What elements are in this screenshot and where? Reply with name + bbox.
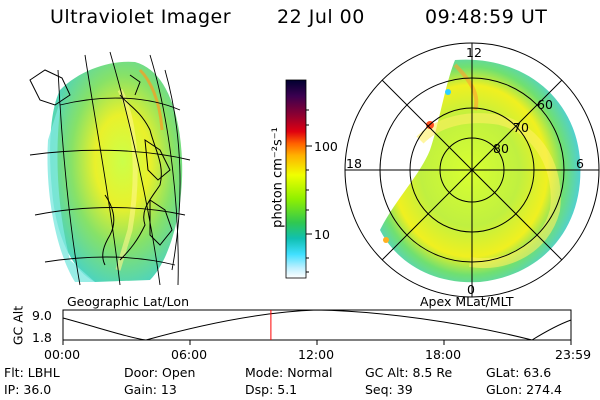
timeline-ylabel: GC Alt <box>10 305 26 346</box>
info-seq: Seq: 39 <box>365 382 413 397</box>
timeline-ytop: 9.0 <box>32 308 52 323</box>
info-gain: Gain: 13 <box>124 382 177 397</box>
mlat-label-80: 80 <box>493 141 509 156</box>
mlt-label-top: 12 <box>466 45 482 60</box>
geo-panel-label: Geographic Lat/Lon <box>67 294 189 309</box>
colorbar-tick-100: 100 <box>314 139 338 154</box>
info-glon: GLon: 274.4 <box>486 382 562 397</box>
mlt-label-left: 18 <box>346 156 362 171</box>
timeline-xtick-2: 12:00 <box>298 347 335 362</box>
mlt-label-right: 6 <box>576 156 584 171</box>
app-title: Ultraviolet Imager <box>50 6 232 28</box>
polar-image-panel <box>344 42 600 298</box>
altitude-timeline <box>62 309 572 345</box>
info-door: Door: Open <box>124 365 196 380</box>
info-mode: Mode: Normal <box>245 365 333 380</box>
mlt-label-bottom: 0 <box>467 282 475 297</box>
timeline-xtick-3: 18:00 <box>425 347 462 362</box>
info-gc-alt: GC Alt: 8.5 Re <box>365 365 453 380</box>
timeline-ybottom: 1.8 <box>32 330 52 345</box>
geo-image-panel <box>29 51 191 286</box>
timeline-xtick-1: 06:00 <box>171 347 208 362</box>
timeline-xtick-0: 00:00 <box>44 347 81 362</box>
colorbar-tick-10: 10 <box>314 227 330 242</box>
polar-panel-label: Apex MLat/MLT <box>420 294 514 309</box>
colorbar <box>285 79 312 279</box>
info-dsp: Dsp: 5.1 <box>245 382 298 397</box>
timeline-xtick-4: 23:59 <box>555 347 592 362</box>
date-label: 22 Jul 00 <box>277 6 365 28</box>
mlat-label-70: 70 <box>513 120 529 135</box>
mlat-label-60: 60 <box>537 97 553 112</box>
time-label: 09:48:59 UT <box>425 6 548 28</box>
info-glat: GLat: 63.6 <box>486 365 552 380</box>
info-filter: Flt: LBHL <box>4 365 60 380</box>
info-ip: IP: 36.0 <box>4 382 52 397</box>
colorbar-label: photon cm⁻²s⁻¹ <box>270 127 286 228</box>
